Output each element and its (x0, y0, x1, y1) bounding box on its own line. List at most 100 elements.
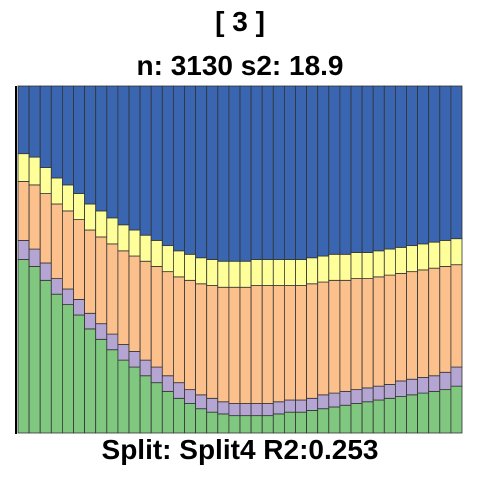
bar-segment-green-25 (283, 411, 296, 434)
bar-segment-yellow-4 (50, 177, 63, 205)
bar-segment-orange-30 (339, 279, 352, 392)
bar-segment-blue-4 (50, 85, 63, 179)
bar-segment-green-5 (62, 304, 74, 434)
bar-segment-blue-1 (17, 85, 30, 155)
bar-segment-orange-15 (172, 276, 185, 384)
bar-segment-green-37 (417, 392, 430, 434)
bar-segment-blue-10 (117, 85, 130, 226)
bar-segment-green-35 (394, 396, 407, 434)
bar-segment-orange-33 (372, 276, 385, 387)
bar-segment-orange-26 (295, 285, 308, 401)
bar-segment-yellow-28 (317, 255, 330, 283)
bar-segment-blue-7 (84, 85, 97, 205)
node-id-title: [ 3 ] (215, 6, 265, 37)
bar-segment-yellow-14 (161, 245, 174, 273)
bar-segment-purple-36 (406, 378, 419, 396)
bar-segment-purple-18 (206, 397, 219, 413)
bar-segment-yellow-27 (306, 257, 319, 285)
bar-segment-orange-40 (450, 264, 463, 368)
bar-segment-yellow-29 (328, 253, 341, 281)
bar-segment-green-39 (439, 389, 452, 434)
bar-segment-blue-15 (172, 85, 185, 252)
bar-segment-yellow-32 (361, 252, 374, 279)
bar-segment-green-11 (128, 366, 141, 434)
bar-segment-blue-36 (406, 85, 419, 247)
bar-segment-purple-6 (73, 298, 86, 316)
bar-segment-yellow-8 (95, 210, 108, 238)
bar-segment-green-7 (84, 328, 97, 434)
bar-segment-purple-4 (50, 278, 63, 295)
bar-segment-orange-9 (106, 243, 119, 335)
bar-segment-green-23 (261, 415, 274, 434)
bar-segment-blue-12 (139, 85, 152, 236)
bar-segment-yellow-18 (206, 259, 219, 286)
bar-segment-purple-19 (217, 401, 230, 415)
bar-segment-blue-21 (239, 85, 252, 262)
bar-segment-green-4 (50, 293, 63, 434)
bar-segment-blue-5 (62, 85, 74, 186)
bar-segment-yellow-16 (184, 253, 197, 281)
bar-segment-purple-14 (161, 375, 174, 392)
bar-segment-green-16 (184, 403, 197, 434)
bar-segment-purple-37 (417, 377, 430, 394)
bar-segment-green-34 (383, 397, 396, 434)
y-axis-line (15, 86, 17, 434)
bar-segment-blue-39 (439, 85, 452, 241)
bar-segment-green-29 (328, 406, 341, 434)
bar-segment-yellow-30 (339, 253, 352, 281)
bar-segment-blue-3 (39, 85, 52, 168)
bar-segment-green-24 (272, 413, 285, 434)
bar-segment-orange-27 (306, 283, 319, 399)
bar-segment-green-13 (150, 382, 163, 434)
bar-segment-green-9 (106, 349, 119, 434)
bar-segment-orange-3 (39, 193, 52, 264)
bar-segment-green-40 (450, 385, 463, 434)
bar-segment-blue-27 (306, 85, 319, 259)
bar-segment-orange-31 (350, 278, 363, 391)
bar-segment-orange-21 (239, 286, 252, 404)
bar-segment-orange-32 (361, 278, 374, 389)
bar-segment-blue-9 (106, 85, 119, 219)
bar-segment-yellow-12 (139, 234, 152, 262)
bar-segment-orange-16 (184, 279, 197, 391)
bar-segment-purple-28 (317, 394, 330, 410)
bar-segment-orange-12 (139, 260, 152, 361)
bar-segment-yellow-40 (450, 238, 463, 266)
bar-segment-orange-4 (50, 203, 63, 279)
bar-segment-blue-34 (383, 85, 396, 250)
bar-segment-orange-19 (217, 286, 230, 403)
bar-segment-yellow-24 (272, 259, 285, 286)
bar-segment-blue-6 (73, 85, 86, 194)
bar-segment-yellow-6 (73, 193, 86, 220)
node-stats-title: n: 3130 s2: 18.9 (136, 50, 344, 81)
bar-segment-purple-24 (272, 401, 285, 415)
bar-segment-green-15 (172, 397, 185, 434)
bar-segment-blue-33 (372, 85, 385, 252)
bar-segment-yellow-9 (106, 217, 119, 245)
bar-segment-blue-17 (195, 85, 208, 259)
bar-segment-blue-37 (417, 85, 430, 245)
bar-segment-orange-11 (128, 255, 141, 352)
bar-segment-yellow-7 (84, 203, 97, 231)
bar-segment-orange-5 (62, 210, 74, 290)
bar-segment-green-27 (306, 410, 319, 434)
bar-segment-blue-28 (317, 85, 330, 257)
bar-segment-blue-32 (361, 85, 374, 253)
bar-segment-blue-11 (128, 85, 141, 231)
bar-segment-blue-38 (428, 85, 441, 243)
bar-segment-green-33 (372, 399, 385, 434)
bar-segment-purple-16 (184, 389, 197, 404)
bar-segment-purple-8 (95, 323, 108, 340)
bar-segment-green-18 (206, 411, 219, 434)
bar-segment-purple-38 (428, 375, 441, 392)
bar-segment-purple-40 (450, 366, 463, 387)
bar-segment-blue-23 (261, 85, 274, 260)
bar-segment-yellow-39 (439, 240, 452, 267)
bar-segment-orange-35 (394, 272, 407, 382)
split-info-label: Split: Split4 R2:0.253 (101, 434, 379, 465)
bar-segment-orange-14 (161, 271, 174, 377)
bar-segment-green-30 (339, 404, 352, 434)
bar-segment-purple-20 (228, 403, 241, 417)
bar-segment-blue-20 (228, 85, 241, 262)
bar-segment-orange-17 (195, 283, 208, 396)
